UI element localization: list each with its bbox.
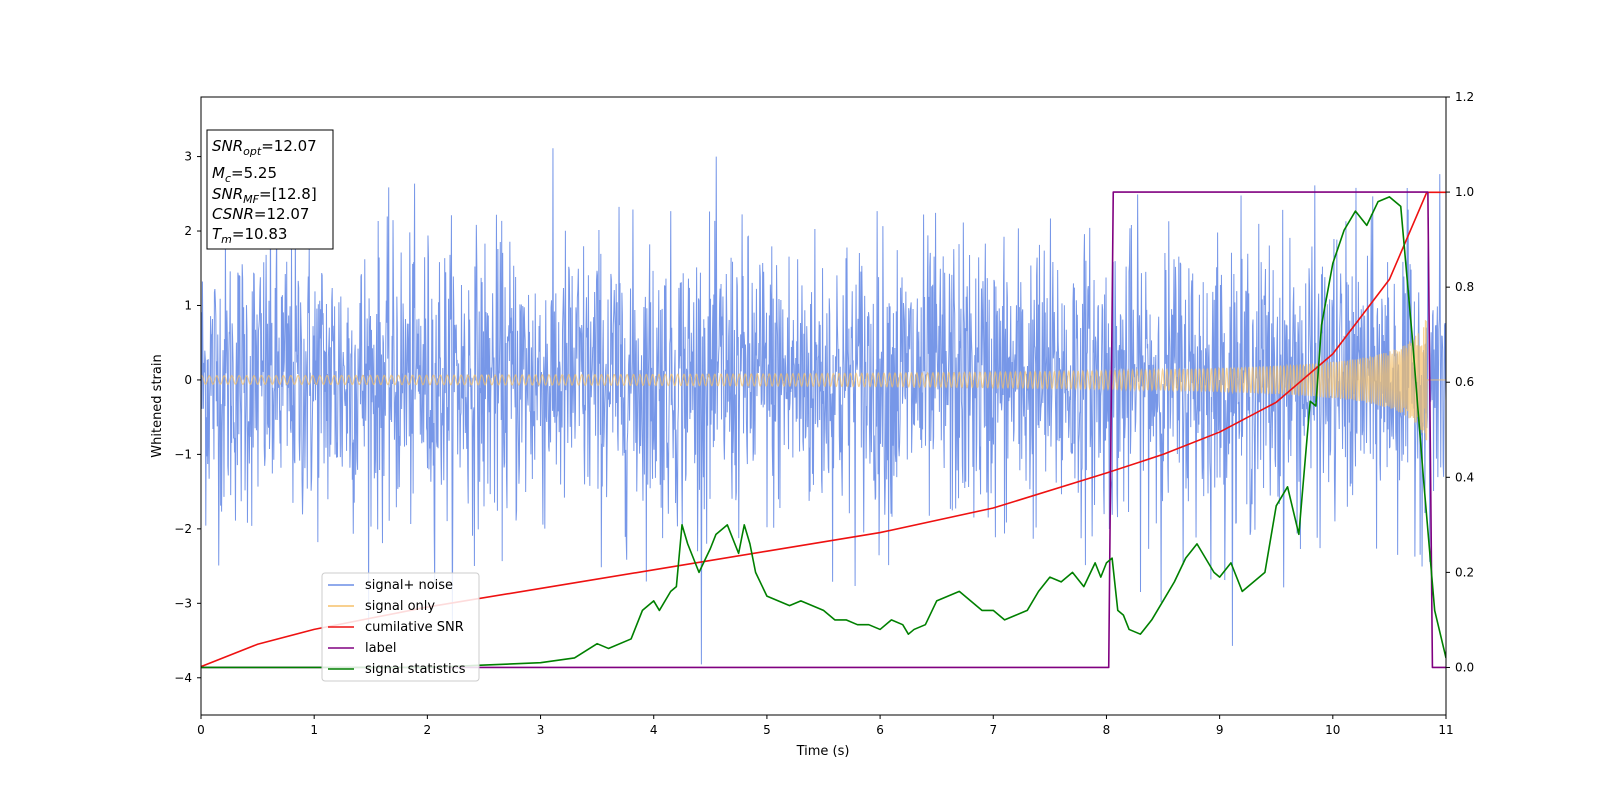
y-left-tick-label: 1 (184, 298, 192, 312)
x-tick-label: 8 (1103, 723, 1111, 737)
y-right-tick-label: 0.4 (1455, 470, 1474, 484)
svg-text:signal statistics: signal statistics (365, 662, 466, 677)
snr-mf-text: SNRMF=[12.8] (212, 185, 317, 206)
y-left-tick-label: −4 (174, 671, 192, 685)
y-right-tick-label: 1.0 (1455, 185, 1474, 199)
series-signal-only-line (201, 320, 1446, 441)
svg-text:cumilative SNR: cumilative SNR (365, 620, 464, 635)
plot-frame (200, 96, 1447, 716)
svg-text:signal only: signal only (365, 599, 435, 614)
y-right-tick-label: 1.2 (1455, 90, 1474, 104)
y-right-tick-label: 0.0 (1455, 660, 1474, 674)
snr-annotation-box: SNRopt=12.07 Mc=5.25 SNRMF=[12.8] CSNR=1… (206, 129, 334, 250)
snr-opt-text: SNRopt=12.07 (212, 137, 317, 158)
x-tick-label: 2 (424, 723, 432, 737)
x-axis-label: Time (s) (796, 744, 850, 759)
x-tick-label: 11 (1438, 723, 1453, 737)
y-left-tick-label: 2 (184, 224, 192, 238)
x-tick-label: 3 (537, 723, 545, 737)
y-right-tick-label: 0.2 (1455, 565, 1474, 579)
series-label-line (201, 191, 1446, 669)
x-tick-label: 6 (876, 723, 884, 737)
y-left-tick-label: −2 (174, 522, 192, 536)
y-axis-label: Whitened strain (150, 354, 165, 457)
series-signal-statistics-line (201, 196, 1446, 669)
x-tick-label: 9 (1216, 723, 1224, 737)
legend-item-cumulative-snr: cumilative SNR (328, 620, 464, 635)
legend-item-signal-noise: signal+ noise (328, 578, 453, 593)
y-left-tick-label: 0 (184, 373, 192, 387)
x-tick-label: 5 (763, 723, 771, 737)
x-tick-label: 4 (650, 723, 658, 737)
ticks-layer: 0 1 2 3 4 5 6 7 8 9 10 113210−1−2−3−41.21.00.80.60.… (174, 90, 1474, 737)
legend-item-signal-only: signal only (328, 599, 435, 614)
y-right-tick-label: 0.8 (1455, 280, 1474, 294)
y-left-tick-label: 3 (184, 150, 192, 164)
x-tick-label: 10 (1325, 723, 1340, 737)
legend-item-label: label (328, 641, 396, 656)
tm-text: Tm=10.83 (212, 225, 287, 246)
y-left-tick-label: −3 (174, 596, 192, 610)
csnr-text: CSNR=12.07 (212, 205, 309, 223)
legend: signal+ noise signal only cumilative SNR… (321, 572, 480, 682)
mc-text: Mc=5.25 (212, 164, 277, 185)
legend-item-signal-statistics: signal statistics (328, 662, 466, 677)
y-left-tick-label: −1 (174, 447, 192, 461)
series-signal-noise-line (201, 148, 1446, 665)
svg-text:signal+ noise: signal+ noise (365, 578, 453, 593)
x-tick-label: 0 (197, 723, 205, 737)
y-right-tick-label: 0.6 (1455, 375, 1474, 389)
svg-text:label: label (365, 641, 396, 656)
x-tick-label: 7 (989, 723, 997, 737)
x-tick-label: 1 (310, 723, 318, 737)
